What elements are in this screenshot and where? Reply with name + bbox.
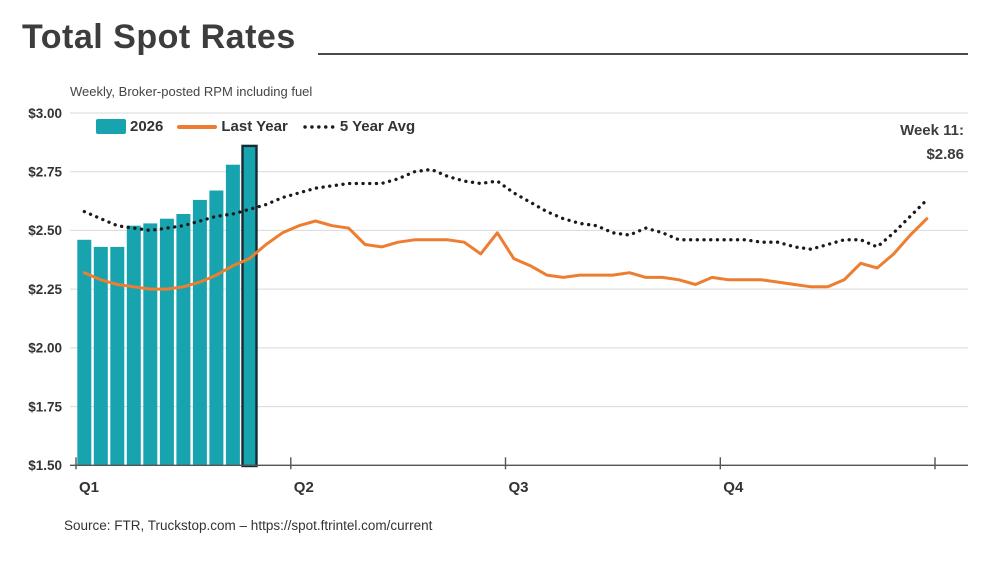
legend-label-5-year-avg: 5 Year Avg: [339, 118, 416, 135]
y-axis-tick-label: $1.50: [28, 458, 62, 473]
y-axis-tick-label: $1.75: [28, 399, 62, 414]
bar-week-1: [77, 239, 92, 466]
legend-label-2026: 2026: [130, 118, 164, 135]
chart-legend: 2026 Last Year 5 Year Avg: [96, 118, 415, 135]
last-year-line: [82, 217, 929, 291]
bar-week-7: [176, 214, 191, 466]
y-axis-tick-label: $3.00: [28, 106, 62, 121]
bar-week-4: [126, 225, 141, 466]
source-note: Source: FTR, Truckstop.com – https://spo…: [64, 518, 433, 533]
legend-label-last-year: Last Year: [221, 118, 288, 135]
y-axis-tick-label: $2.50: [28, 223, 62, 238]
line-swatch-icon: [177, 124, 218, 129]
bar-week-6: [159, 218, 174, 466]
legend-item-5-year-avg: 5 Year Avg: [302, 118, 415, 135]
y-axis-tick-label: $2.00: [28, 341, 62, 356]
bar-week-5: [143, 223, 158, 466]
y-axis-tick-label: $2.75: [28, 165, 62, 180]
week-annotation-label: Week 11:: [900, 122, 964, 139]
bar-week-8: [192, 199, 207, 466]
legend-item-last-year: Last Year: [177, 118, 288, 135]
x-axis-label-q2: Q2: [294, 479, 314, 496]
bar-swatch-icon: [96, 119, 126, 134]
chart-subtitle: Weekly, Broker-posted RPM including fuel: [70, 84, 313, 99]
dotted-swatch-graphic: [303, 124, 336, 129]
bar-week-10: [225, 164, 240, 466]
five-year-avg-line: [82, 167, 929, 251]
x-axis-label-q4: Q4: [723, 479, 744, 496]
y-axis-tick-label: $2.25: [28, 282, 62, 297]
bar-week-2: [93, 246, 108, 466]
bar-week-9: [209, 190, 224, 466]
x-axis-label-q1: Q1: [79, 479, 99, 496]
week-annotation-value: $2.86: [926, 146, 964, 163]
x-axis-label-q3: Q3: [509, 479, 529, 496]
page-title: Total Spot Rates: [22, 18, 296, 56]
week-annotation: Week 11: $2.86: [900, 119, 964, 167]
dotted-swatch-icon: [302, 123, 336, 131]
bar-current-week: [241, 144, 258, 468]
title-underline: [318, 53, 968, 55]
bar-week-3: [110, 246, 125, 466]
legend-item-2026: 2026: [96, 118, 163, 135]
